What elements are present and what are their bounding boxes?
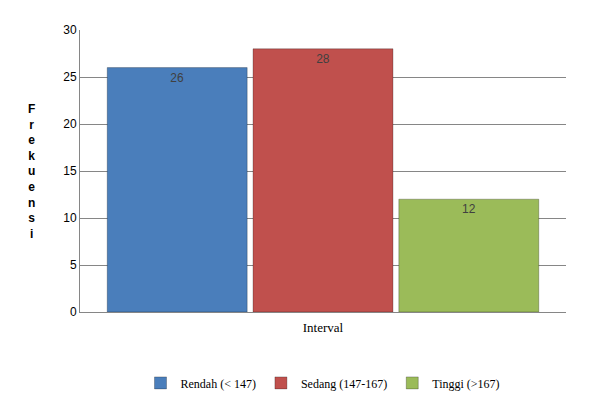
svg-text:0: 0 — [70, 305, 77, 319]
svg-text:25: 25 — [63, 70, 77, 84]
svg-text:20: 20 — [63, 117, 77, 131]
svg-text:12: 12 — [462, 202, 476, 216]
svg-text:26: 26 — [170, 71, 184, 85]
svg-text:10: 10 — [63, 211, 77, 225]
svg-text:Sedang (147-167): Sedang (147-167) — [301, 377, 387, 391]
svg-text:15: 15 — [63, 164, 77, 178]
svg-text:Frekuensi: Frekuensi — [28, 102, 35, 241]
svg-text:5: 5 — [70, 258, 77, 272]
svg-text:30: 30 — [63, 23, 77, 37]
svg-text:Interval: Interval — [303, 320, 344, 335]
svg-text:Tinggi (>167): Tinggi (>167) — [432, 377, 499, 391]
svg-text:Rendah (< 147): Rendah (< 147) — [181, 377, 256, 391]
svg-text:28: 28 — [316, 52, 330, 66]
